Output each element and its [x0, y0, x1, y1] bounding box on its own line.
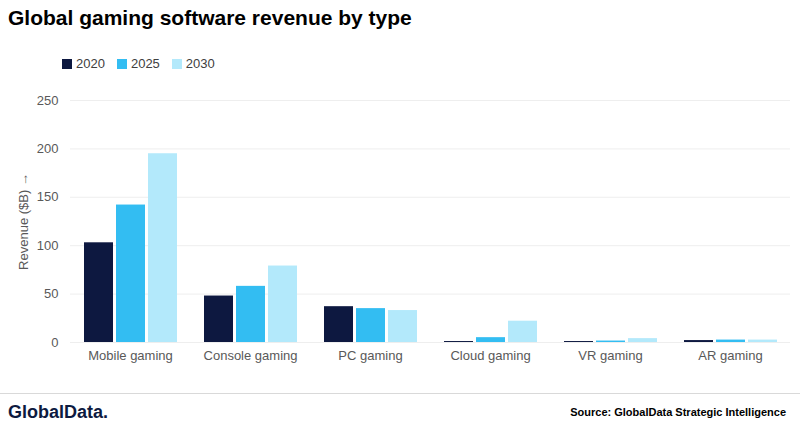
- html-text:2030: 2030: [185, 56, 215, 71]
- svg-text:AR gaming: AR gaming: [698, 348, 762, 363]
- html-text:Global gaming software revenue: Global gaming software revenue by type: [8, 6, 412, 29]
- svg-text:VR gaming: VR gaming: [578, 348, 642, 363]
- svg-text:Mobile gaming: Mobile gaming: [88, 348, 173, 363]
- html-text:GlobalData.: GlobalData.: [8, 402, 108, 422]
- svg-text:0: 0: [51, 335, 58, 350]
- svg-text:Cloud gaming: Cloud gaming: [450, 348, 530, 363]
- html-text:2025: 2025: [130, 56, 160, 71]
- svg-text:Revenue ($B) →: Revenue ($B) →: [16, 173, 31, 270]
- svg-text:100: 100: [37, 238, 59, 253]
- svg-text:200: 200: [37, 141, 59, 156]
- svg-text:250: 250: [37, 93, 59, 108]
- svg-text:50: 50: [44, 286, 58, 301]
- html-text:2020: 2020: [76, 56, 105, 71]
- svg-text:PC gaming: PC gaming: [338, 348, 402, 363]
- svg-text:Console gaming: Console gaming: [204, 348, 298, 363]
- svg-text:150: 150: [37, 189, 59, 204]
- html-text:Source: GlobalData Strategic I: Source: GlobalData Strategic Intelligenc…: [570, 406, 786, 418]
